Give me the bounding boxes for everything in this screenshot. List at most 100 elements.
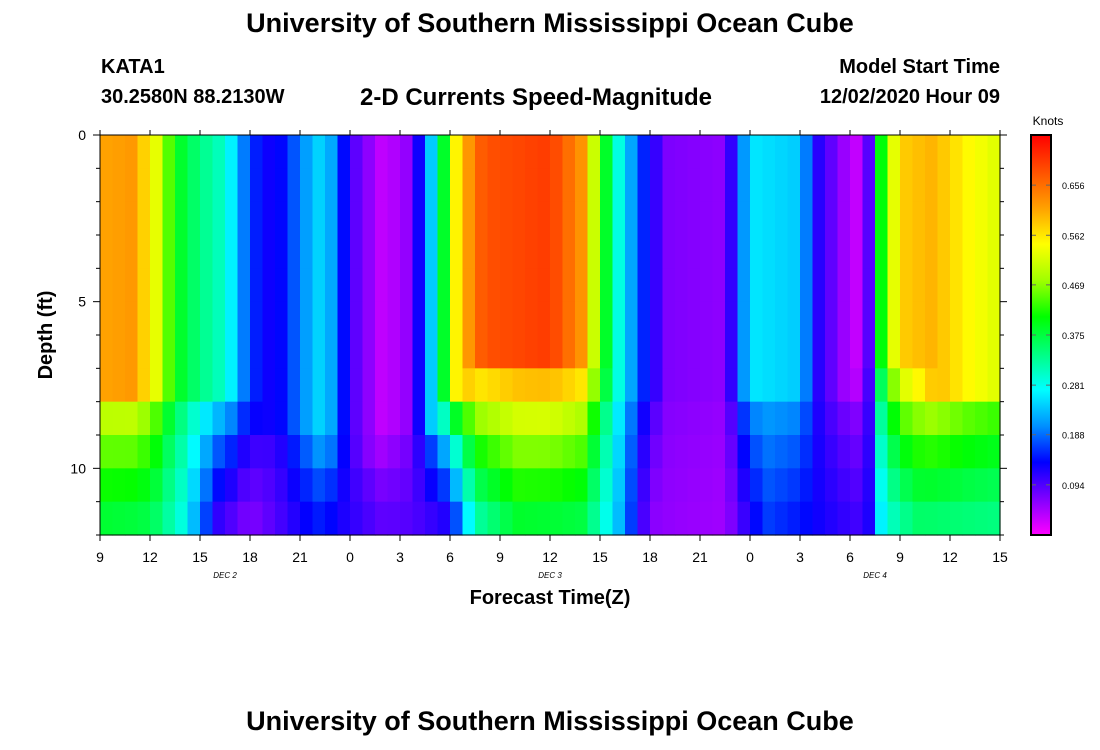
heatmap-cell bbox=[187, 301, 201, 336]
heatmap-cell bbox=[425, 135, 439, 169]
heatmap-cell bbox=[387, 201, 401, 236]
heatmap-cell bbox=[737, 235, 751, 269]
heatmap-cell bbox=[812, 268, 826, 303]
heatmap-cell bbox=[325, 501, 339, 536]
heatmap-cell bbox=[712, 135, 726, 169]
heatmap-cell bbox=[850, 301, 864, 336]
heatmap-cell bbox=[712, 168, 726, 203]
heatmap-cell bbox=[637, 201, 651, 236]
heatmap-cell bbox=[162, 368, 176, 403]
heatmap-cell bbox=[737, 501, 751, 536]
heatmap-cell bbox=[237, 301, 251, 336]
heatmap-cell bbox=[200, 401, 214, 436]
heatmap-cell bbox=[137, 401, 151, 436]
heatmap-cell bbox=[700, 435, 714, 469]
heatmap-cell bbox=[150, 235, 164, 269]
heatmap-cell bbox=[287, 335, 301, 369]
model-start-label: Model Start Time bbox=[839, 56, 1000, 78]
heatmap-cell bbox=[662, 368, 676, 403]
x-day-label: DEC 3 bbox=[538, 571, 562, 580]
heatmap-cell bbox=[187, 268, 201, 303]
heatmap-cell bbox=[287, 168, 301, 203]
heatmap-cell bbox=[787, 335, 801, 369]
heatmap-cell bbox=[512, 235, 526, 269]
heatmap-cell bbox=[237, 335, 251, 369]
heatmap-cell bbox=[412, 268, 426, 303]
heatmap-cell bbox=[862, 168, 876, 203]
heatmap-cell bbox=[712, 301, 726, 336]
heatmap-cell bbox=[950, 235, 964, 269]
heatmap-cell bbox=[487, 368, 501, 403]
y-tick-label: 10 bbox=[70, 460, 86, 476]
heatmap-cell bbox=[637, 501, 651, 536]
heatmap-cell bbox=[212, 201, 226, 236]
heatmap-cell bbox=[737, 168, 751, 203]
heatmap-cell bbox=[712, 268, 726, 303]
heatmap-cell bbox=[512, 301, 526, 336]
y-tick-label: 0 bbox=[78, 127, 86, 143]
heatmap-cell bbox=[837, 301, 851, 336]
heatmap-cell bbox=[237, 501, 251, 536]
heatmap-cell bbox=[612, 335, 626, 369]
heatmap-cell bbox=[525, 168, 539, 203]
heatmap-cell bbox=[750, 135, 764, 169]
heatmap-cell bbox=[375, 268, 389, 303]
heatmap-cell bbox=[812, 168, 826, 203]
heatmap-cell bbox=[112, 335, 126, 369]
heatmap-cell bbox=[450, 135, 464, 169]
heatmap-cell bbox=[412, 301, 426, 336]
colorbar: Knots 0.094 0.188 0.281 0.375 0.469 0.562 0.65… bbox=[1030, 114, 1085, 536]
heatmap-cell bbox=[162, 501, 176, 536]
heatmap-cell bbox=[125, 235, 139, 269]
heatmap-cell bbox=[300, 235, 314, 269]
heatmap-cell bbox=[350, 368, 364, 403]
heatmap-cell bbox=[300, 201, 314, 236]
heatmap-cell bbox=[925, 368, 939, 403]
heatmap-cell bbox=[400, 135, 414, 169]
heatmap-cell bbox=[925, 301, 939, 336]
heatmap-cell bbox=[975, 235, 989, 269]
heatmap-cell bbox=[737, 335, 751, 369]
heatmap-cell bbox=[487, 135, 501, 169]
heatmap-cell bbox=[562, 468, 576, 503]
heatmap-cell bbox=[850, 335, 864, 369]
heatmap-cell bbox=[212, 235, 226, 269]
heatmap-cell bbox=[687, 368, 701, 403]
heatmap-cell bbox=[762, 135, 776, 169]
heatmap-cell bbox=[237, 235, 251, 269]
heatmap-cell bbox=[200, 235, 214, 269]
heatmap-cell bbox=[587, 335, 601, 369]
x-tick-label: 12 bbox=[142, 549, 158, 565]
heatmap-cell bbox=[312, 435, 326, 469]
heatmap-cell bbox=[925, 335, 939, 369]
heatmap-cell bbox=[200, 201, 214, 236]
heatmap-cell bbox=[725, 201, 739, 236]
heatmap-cell bbox=[550, 368, 564, 403]
heatmap-cell bbox=[150, 501, 164, 536]
heatmap-cell bbox=[387, 435, 401, 469]
heatmap-cell bbox=[562, 368, 576, 403]
heatmap-cell bbox=[412, 401, 426, 436]
heatmap-cell bbox=[650, 335, 664, 369]
heatmap-cell bbox=[237, 401, 251, 436]
heatmap-cell bbox=[612, 368, 626, 403]
heatmap-cell bbox=[575, 468, 589, 503]
heatmap-cell bbox=[612, 135, 626, 169]
heatmap-cell bbox=[200, 301, 214, 336]
heatmap-cell bbox=[350, 335, 364, 369]
heatmap-cell bbox=[687, 435, 701, 469]
heatmap-cell bbox=[337, 301, 351, 336]
heatmap-cell bbox=[650, 501, 664, 536]
heatmap-cell bbox=[700, 235, 714, 269]
heatmap-cell bbox=[425, 468, 439, 503]
heatmap-cell bbox=[850, 368, 864, 403]
heatmap-cell bbox=[900, 268, 914, 303]
heatmap-cell bbox=[150, 335, 164, 369]
heatmap-cell bbox=[512, 501, 526, 536]
heatmap-cell bbox=[862, 468, 876, 503]
heatmap-cell bbox=[250, 368, 264, 403]
heatmap-cell bbox=[287, 135, 301, 169]
heatmap-cell bbox=[287, 235, 301, 269]
heatmap-cell bbox=[650, 435, 664, 469]
heatmap-cell bbox=[125, 501, 139, 536]
